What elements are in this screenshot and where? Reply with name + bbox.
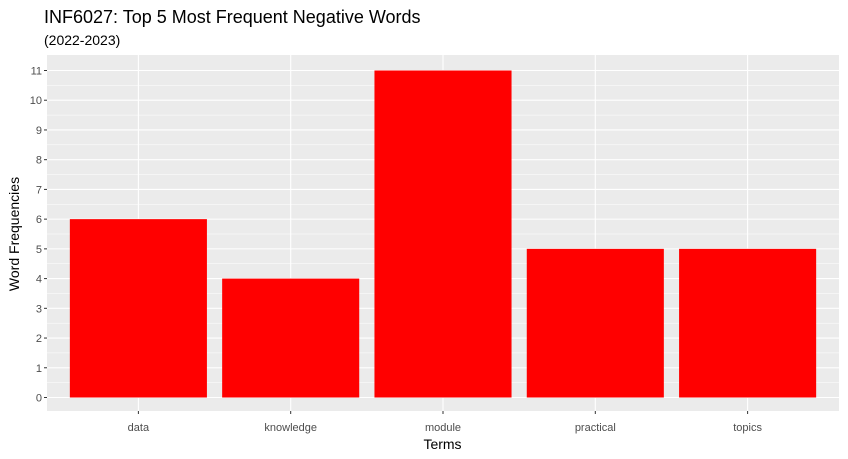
x-tick-label-module: module bbox=[425, 422, 461, 434]
y-tick-label: 1 bbox=[36, 363, 42, 375]
bar-data bbox=[69, 219, 207, 398]
y-tick-label: 11 bbox=[31, 66, 42, 78]
chart-title: INF6027: Top 5 Most Frequent Negative Wo… bbox=[44, 7, 421, 27]
y-tick-label: 2 bbox=[36, 333, 42, 345]
y-tick-label: 4 bbox=[36, 274, 42, 286]
y-tick-label: 10 bbox=[30, 95, 42, 107]
x-tick-label-knowledge: knowledge bbox=[264, 422, 317, 434]
bars bbox=[69, 70, 817, 398]
bar-knowledge bbox=[222, 278, 360, 398]
chart-subtitle: (2022-2023) bbox=[44, 32, 120, 48]
x-tick-label-topics: topics bbox=[733, 422, 762, 434]
y-tick-label: 7 bbox=[36, 184, 42, 196]
bar-topics bbox=[679, 248, 817, 398]
y-tick-label: 9 bbox=[36, 125, 42, 137]
y-tick-label: 5 bbox=[36, 244, 42, 256]
x-tick-label-practical: practical bbox=[575, 422, 616, 434]
y-axis-ticks: 0 1 2 3 4 5 6 7 8 9 10 11 bbox=[30, 66, 47, 405]
x-axis-ticks: data knowledge module practical topics bbox=[128, 411, 762, 434]
y-tick-label: 0 bbox=[36, 393, 42, 405]
y-tick-label: 6 bbox=[36, 214, 42, 226]
bar-module bbox=[374, 70, 512, 398]
x-tick-label-data: data bbox=[128, 422, 150, 434]
bar-practical bbox=[526, 248, 664, 398]
y-tick-label: 8 bbox=[36, 155, 42, 167]
y-tick-label: 3 bbox=[36, 303, 42, 315]
x-axis-title: Terms bbox=[423, 436, 461, 452]
y-axis-title: Word Frequencies bbox=[6, 177, 22, 291]
